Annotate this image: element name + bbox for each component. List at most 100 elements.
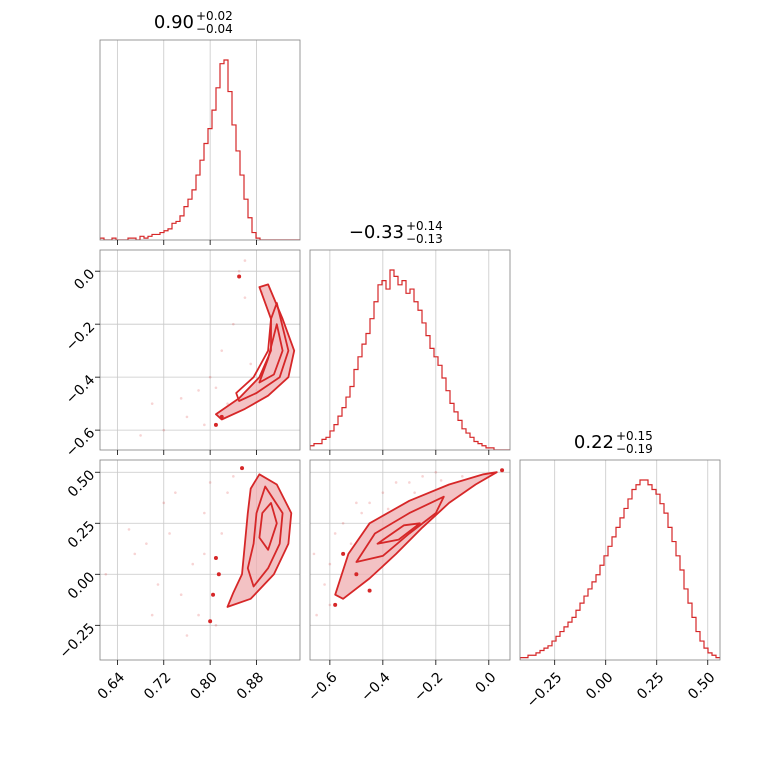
- scatter-point: [133, 552, 137, 556]
- param-2-title-value: −0.33: [349, 222, 404, 243]
- panel-content: [312, 468, 505, 617]
- scatter-point: [421, 475, 424, 478]
- contour-level-3: [258, 501, 278, 551]
- x-tick-label-param-1: 0.64: [95, 669, 128, 702]
- y-tick-label-param-2: −0.2: [63, 319, 98, 354]
- scatter-point: [226, 491, 229, 494]
- contour-dot: [216, 572, 221, 577]
- x-tick-label-param-2: −0.4: [358, 669, 393, 704]
- contour-dot: [240, 466, 245, 471]
- scatter-point: [333, 532, 337, 535]
- contour-dot: [333, 602, 338, 607]
- contour-dot: [367, 588, 372, 593]
- param-3-title-value: 0.22: [574, 432, 614, 453]
- scatter-point: [315, 613, 318, 617]
- panel-1-1: [309, 249, 511, 455]
- scatter-point: [226, 402, 229, 405]
- contour-dot: [213, 555, 218, 560]
- scatter-point: [413, 491, 416, 494]
- scatter-point: [220, 349, 224, 352]
- scatter-point: [208, 375, 212, 379]
- y-tick-label-param-3: 0.00: [65, 569, 98, 602]
- x-tick-label-param-1: 0.80: [188, 669, 221, 702]
- scatter-point: [150, 402, 154, 405]
- panel-content: [310, 269, 510, 450]
- panel-border: [309, 249, 511, 451]
- panel-1-0: [95, 249, 301, 455]
- x-tick-label-param-1: 0.88: [234, 669, 267, 702]
- scatter-point: [185, 415, 189, 419]
- scatter-point: [162, 501, 166, 505]
- scatter-point: [179, 593, 183, 596]
- panel-2-0: [95, 459, 301, 665]
- scatter-point: [145, 542, 148, 545]
- x-tick-label-param-3: 0.50: [685, 669, 718, 702]
- scatter-point: [197, 389, 200, 392]
- y-tick-label-param-2: −0.6: [63, 425, 98, 460]
- y-tick-label-param-2: 0.0: [71, 266, 98, 293]
- scatter-point: [156, 583, 160, 586]
- scatter-point: [328, 603, 332, 607]
- y-tick-label-param-3: 0.50: [65, 467, 98, 500]
- scatter-point: [139, 434, 142, 437]
- scatter-point: [341, 521, 345, 525]
- y-tick-label-param-3: 0.25: [65, 518, 98, 551]
- scatter-point: [439, 479, 443, 482]
- panel-2-2: [519, 459, 721, 665]
- scatter-point: [104, 572, 108, 576]
- scatter-point: [408, 481, 411, 484]
- histogram-step-1: [100, 59, 300, 240]
- panel-border: [519, 459, 721, 661]
- x-tick-label-param-2: −0.2: [411, 669, 446, 704]
- scatter-point: [394, 481, 398, 484]
- scatter-point: [174, 491, 177, 494]
- panel-border: [99, 249, 301, 451]
- scatter-point: [232, 322, 235, 326]
- scatter-point: [312, 552, 316, 556]
- contour-dot: [211, 592, 216, 597]
- panel-border: [99, 39, 301, 241]
- scatter-point: [368, 501, 371, 505]
- contour-dot: [500, 468, 505, 473]
- scatter-point: [360, 511, 363, 515]
- y-tick-label-param-3: −0.25: [57, 620, 99, 662]
- scatter-point: [381, 491, 385, 494]
- scatter-point: [197, 613, 200, 617]
- panel-2-1: [309, 459, 511, 665]
- param-1-title-minus: −0.04: [196, 22, 233, 36]
- contour-dot: [341, 551, 346, 556]
- param-3-title-plus: +0.15: [616, 429, 653, 443]
- histogram-step-3: [520, 479, 720, 660]
- scatter-point: [214, 624, 218, 627]
- contour-level-2: [355, 495, 445, 563]
- param-1-title-value: 0.90: [154, 12, 194, 33]
- contour-dot: [208, 619, 213, 624]
- scatter-point: [328, 562, 332, 566]
- scatter-point: [191, 562, 195, 566]
- param-2-title-minus: −0.13: [406, 232, 443, 246]
- scatter-point: [150, 613, 154, 617]
- panel-border: [99, 459, 301, 661]
- param-2-title-plus: +0.14: [406, 219, 443, 233]
- panel-content: [139, 259, 296, 437]
- scatter-point: [461, 475, 464, 478]
- param-3-title-minus: −0.19: [616, 442, 653, 456]
- scatter-point: [237, 269, 241, 273]
- scatter-point: [220, 532, 224, 535]
- panel-border: [309, 459, 511, 661]
- contour-level-2: [246, 485, 284, 588]
- x-tick-label-param-3: 0.00: [583, 669, 616, 702]
- contour-dot: [219, 414, 224, 419]
- panel-0-0: [99, 39, 301, 245]
- histogram-step-2: [310, 269, 510, 450]
- scatter-point: [243, 259, 247, 262]
- contour-dot: [237, 274, 242, 279]
- panel-content: [104, 466, 293, 637]
- x-tick-label-param-2: 0.0: [472, 669, 499, 696]
- contour-dot: [213, 422, 218, 427]
- param-1-title-plus: +0.02: [196, 9, 233, 23]
- scatter-point: [168, 532, 171, 535]
- scatter-point: [203, 423, 206, 427]
- scatter-point: [179, 397, 183, 400]
